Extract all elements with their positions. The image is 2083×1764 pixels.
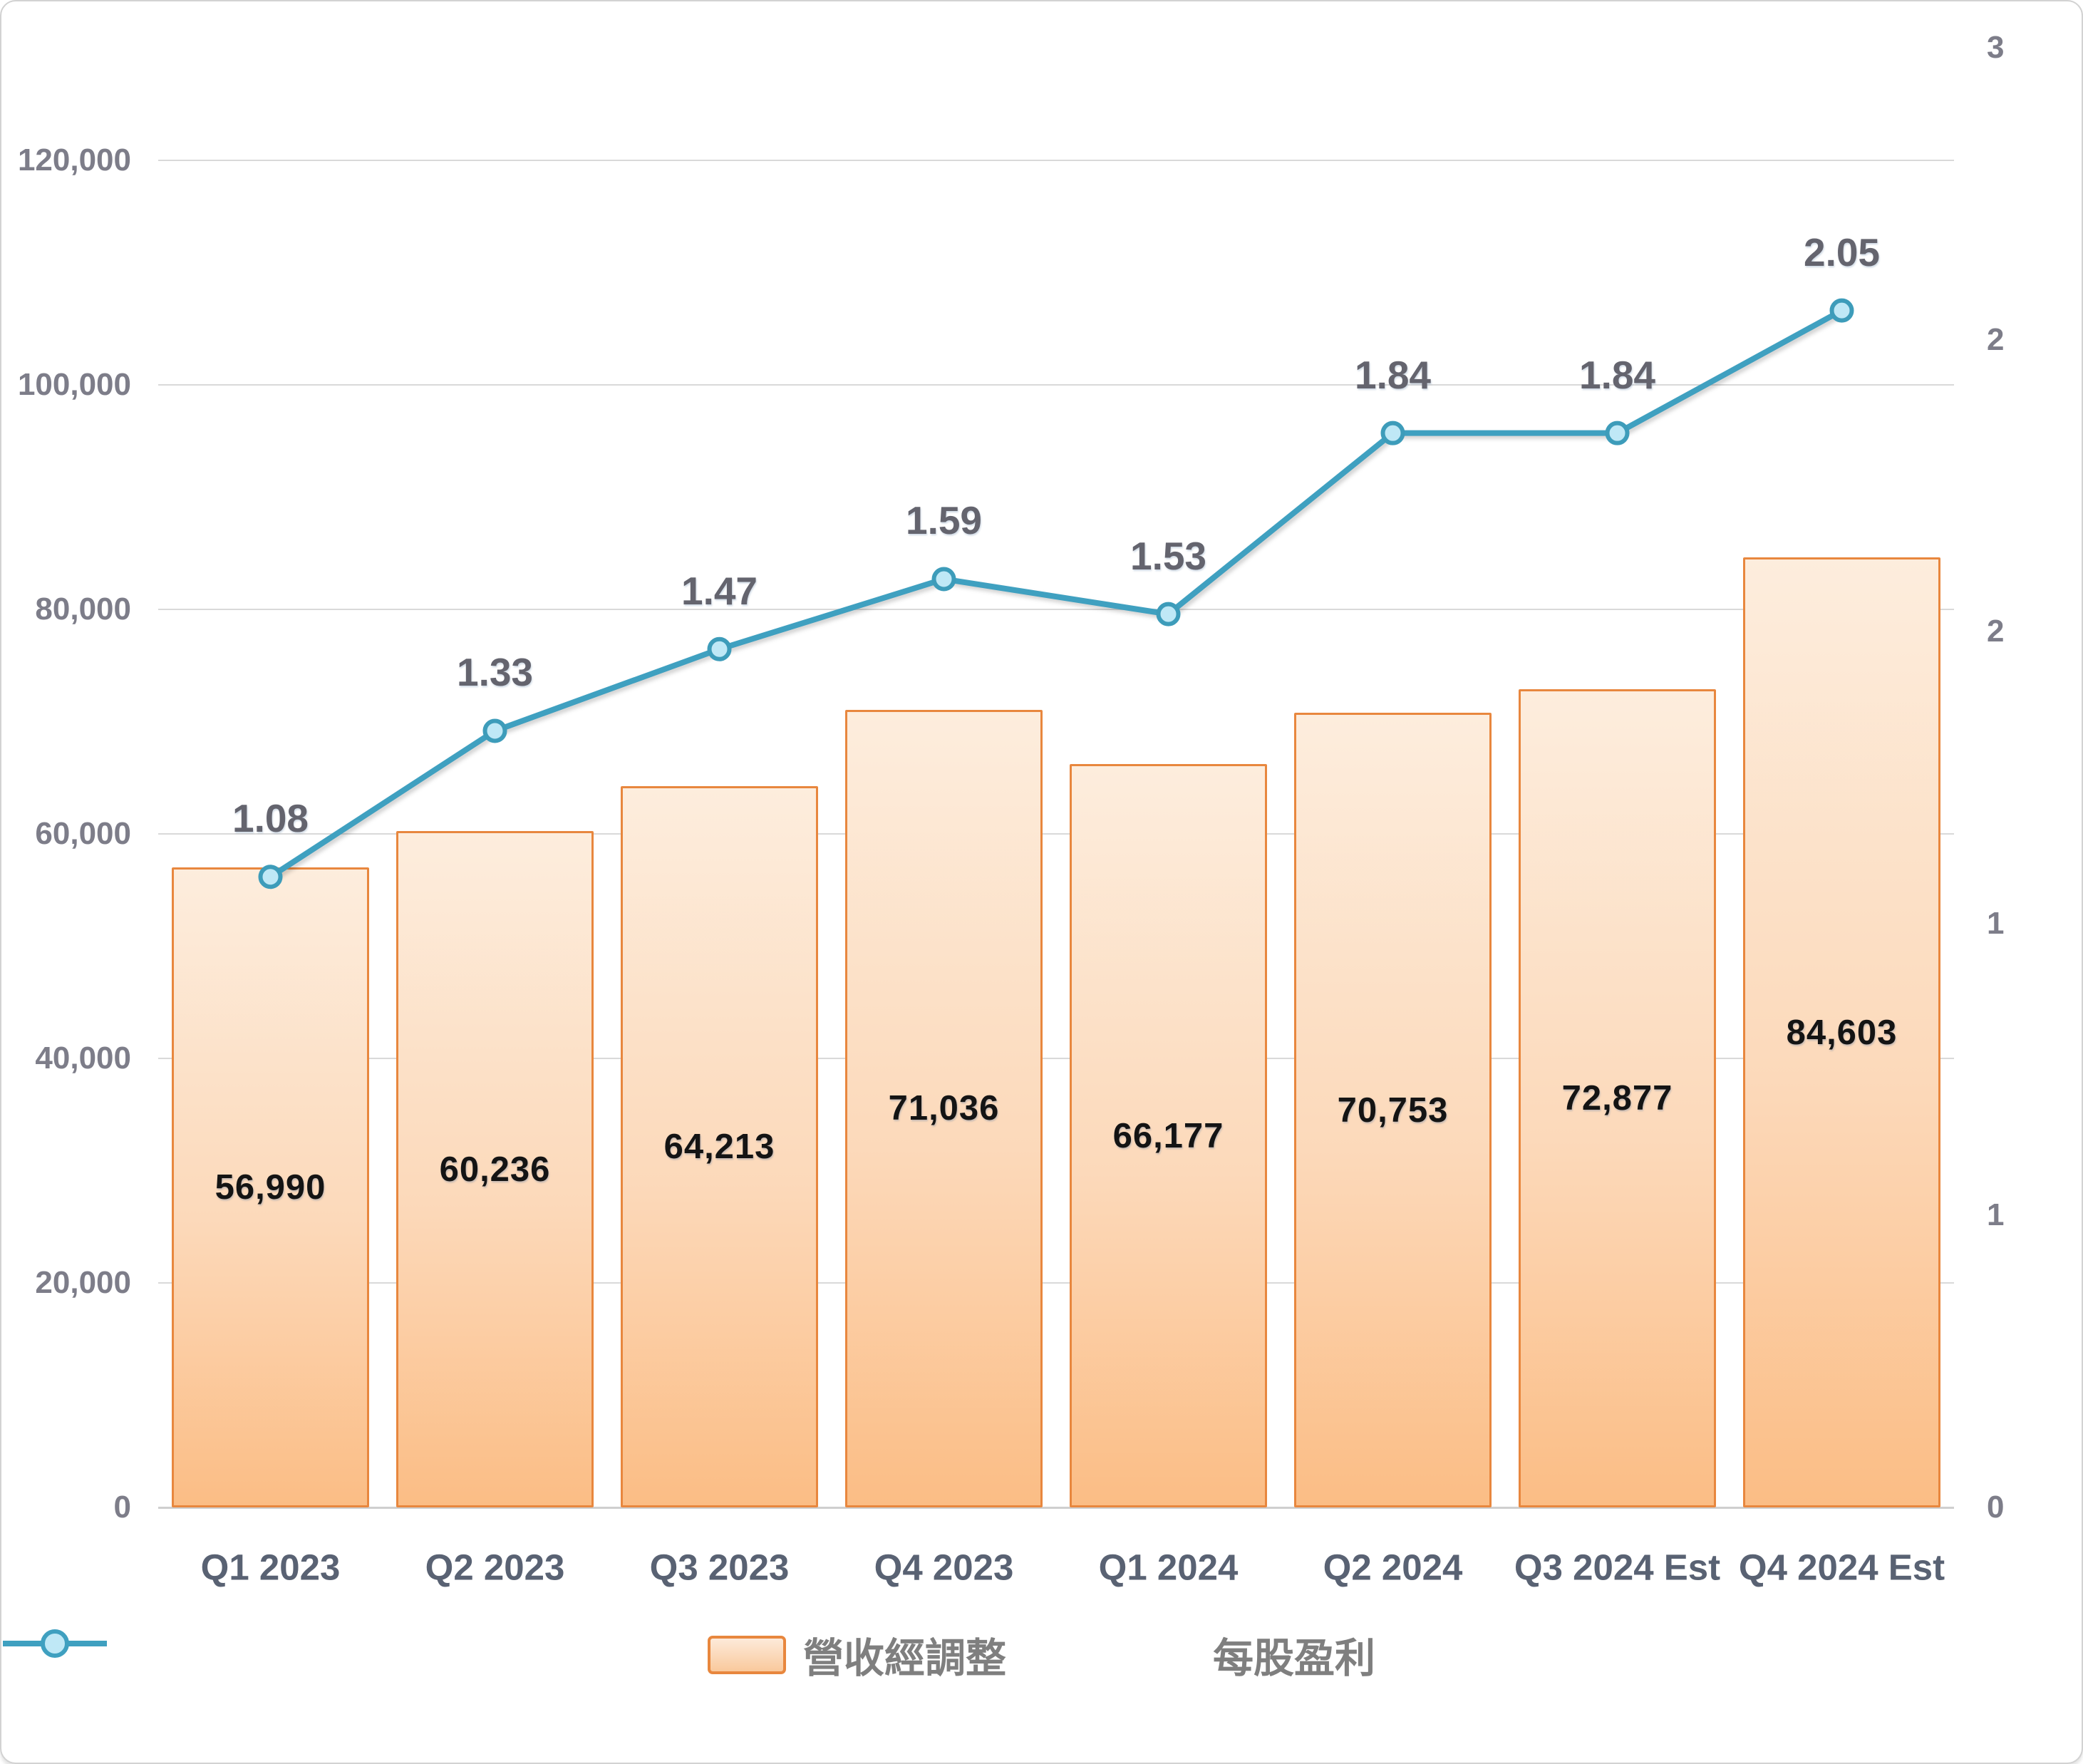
left-axis-tick-40,000: 40,000 [35,1040,131,1076]
bar-q3-2024-est: 72,877 [1519,688,1716,1507]
bar-value-label: 72,877 [1561,1078,1673,1118]
bar-value-label: 60,236 [439,1150,551,1189]
category-label-q1-2024: Q1 2024 [1098,1547,1239,1588]
bar-value-label: 71,036 [888,1089,1000,1128]
gridline-40000 [158,1057,1954,1059]
bar-q3-2023: 64,213 [621,786,818,1507]
eps-value-label-q4-2024-est: 2.05 [1803,229,1881,274]
legend-item-revenue: 營收經調整 [708,1626,1006,1684]
line-marker-q4-2024-est [1829,298,1854,323]
category-label-q1-2023: Q1 2023 [200,1547,341,1588]
bar-value-label: 66,177 [1112,1116,1224,1155]
bar-value-label: 56,990 [214,1168,326,1207]
x-axis-line [158,1507,1954,1509]
legend-item-eps: 每股盈利 [3,1626,1375,1684]
gridline-100000 [158,383,1954,386]
category-label-q2-2023: Q2 2023 [425,1547,565,1588]
gridline-20000 [158,1281,1954,1284]
right-axis-tick-0: 0 [1987,1490,2005,1525]
category-label-q2-2024: Q2 2024 [1323,1547,1463,1588]
left-axis-tick-100,000: 100,000 [17,366,131,402]
line-marker-q3-2024-est [1605,421,1630,445]
eps-value-label-q4-2023: 1.59 [905,498,983,543]
eps-value-label-q2-2023: 1.33 [456,650,534,695]
bar-q4-2023: 71,036 [845,709,1043,1507]
legend-label-revenue: 營收經調整 [803,1636,1006,1681]
left-axis-tick-60,000: 60,000 [35,815,131,851]
bar-value-label: 64,213 [663,1128,775,1167]
eps-value-label-q1-2024: 1.53 [1130,533,1207,578]
gridline-80000 [158,608,1954,610]
left-axis-tick-80,000: 80,000 [35,591,131,626]
category-label-q3-2024-est: Q3 2024 Est [1514,1547,1721,1588]
bar-q1-2023: 56,990 [172,867,369,1507]
line-marker-q1-2024 [1156,602,1181,626]
left-axis-tick-0: 0 [113,1490,131,1525]
eps-value-label-q3-2024-est: 1.84 [1578,352,1656,397]
bar-q2-2023: 60,236 [396,831,594,1507]
revenue-swatch-icon [708,1636,786,1674]
left-axis-tick-120,000: 120,000 [17,142,131,177]
eps-line [269,308,1844,880]
right-axis-tick-1: 1 [1987,1197,2005,1233]
category-label-q3-2023: Q3 2023 [649,1547,790,1588]
right-axis-tick-3: 2 [1987,614,2005,649]
right-axis-tick-2: 1 [1987,905,2005,941]
gridline-60000 [158,832,1954,835]
line-marker-q3-2023 [707,636,732,661]
eps-value-label-q2-2024: 1.84 [1354,352,1432,397]
eps-value-label-q1-2023: 1.08 [232,796,309,841]
line-marker-q2-2023 [482,718,507,743]
bar-q4-2024-est: 84,603 [1743,557,1940,1507]
category-label-q4-2023: Q4 2023 [874,1547,1014,1588]
legend-label-eps: 每股盈利 [1213,1636,1375,1681]
legend: 營收經調整 每股盈利 [1,1621,2082,1689]
bar-q1-2024: 66,177 [1070,764,1267,1507]
bar-value-label: 70,753 [1337,1090,1449,1130]
line-marker-q1-2023 [258,865,283,889]
line-marker-q2-2024 [1380,421,1405,445]
line-marker-q4-2023 [931,567,956,592]
eps-line-marker-icon [3,1629,107,1658]
category-label-q4-2024-est: Q4 2024 Est [1738,1547,1945,1588]
eps-value-label-q3-2023: 1.47 [681,568,758,613]
gridline-120000 [158,159,1954,161]
bar-q2-2024: 70,753 [1294,713,1492,1507]
right-axis-tick-5: 3 [1987,30,2005,65]
right-axis-tick-4: 2 [1987,321,2005,357]
bar-value-label: 84,603 [1786,1013,1898,1052]
left-axis-tick-20,000: 20,000 [35,1264,131,1300]
